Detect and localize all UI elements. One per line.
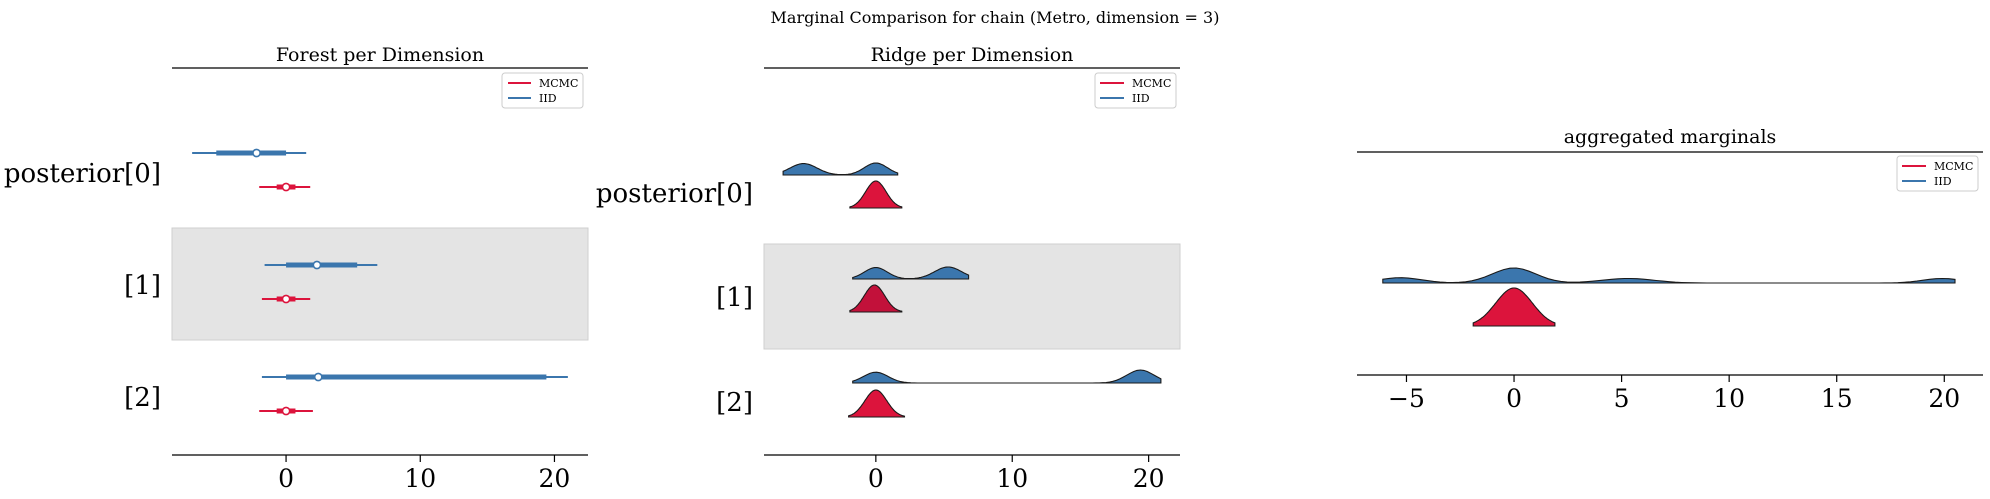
forest-legend: MCMC IID: [501, 72, 584, 109]
forest-marks: [192, 148, 568, 416]
x-tick-label: 0: [278, 464, 294, 493]
aggregated-legend: MCMC IID: [1896, 155, 1979, 192]
iid-aggregated-density: [1382, 267, 1956, 284]
iid-ridge-density: [852, 266, 970, 280]
ridge-legend: MCMC IID: [1094, 72, 1177, 109]
aggregated-panel: aggregated marginals −5 0 5 10 15 20 MCMC IID: [1357, 126, 1983, 413]
legend-frame: [1094, 72, 1177, 109]
row-label: posterior[0]: [4, 159, 161, 189]
mcmc-point-estimate: [281, 294, 291, 304]
x-tick-label: 0: [1506, 384, 1522, 413]
mcmc-ridge-density: [848, 389, 906, 418]
row-label: [1]: [124, 271, 161, 301]
iid-point-estimate: [313, 372, 323, 382]
iid-point-estimate: [252, 148, 261, 158]
figure-suptitle: Marginal Comparison for chain (Metro, di…: [771, 8, 1220, 27]
forest-panel: Forest per Dimension 0 10 20 posterior[0] […: [4, 44, 589, 493]
forest-x-ticks: 0 10 20: [278, 455, 570, 493]
mcmc-aggregated-density: [1472, 287, 1556, 327]
x-tick-label: 20: [539, 464, 571, 493]
iid-point-estimate: [312, 260, 322, 270]
forest-title: Forest per Dimension: [276, 44, 484, 66]
legend-label-mcmc: MCMC: [1132, 77, 1171, 90]
legend-frame: [501, 72, 584, 109]
x-tick-label: 5: [1614, 384, 1630, 413]
row-label: [2]: [716, 388, 753, 418]
aggregated-title: aggregated marginals: [1564, 126, 1777, 148]
legend-label-mcmc: MCMC: [539, 77, 578, 90]
shaded-row-band: [763, 243, 1181, 350]
x-tick-label: 0: [868, 464, 884, 493]
row-label: [2]: [124, 383, 161, 413]
x-tick-label: 10: [1713, 384, 1745, 413]
shaded-row-band: [171, 227, 589, 341]
legend-frame: [1896, 155, 1979, 192]
x-tick-label: 20: [1928, 384, 1960, 413]
ridge-row-labels: posterior[0] [1] [2]: [596, 179, 753, 418]
x-tick-label: 15: [1821, 384, 1853, 413]
x-tick-label: 10: [996, 464, 1028, 493]
row-label: [1]: [716, 283, 753, 313]
legend-label-iid: IID: [539, 92, 557, 105]
forest-row-labels: posterior[0] [1] [2]: [4, 159, 161, 413]
row-label: posterior[0]: [596, 179, 753, 209]
x-tick-label: 10: [404, 464, 436, 493]
legend-label-iid: IID: [1934, 175, 1952, 188]
legend-label-iid: IID: [1132, 92, 1150, 105]
ridge-title: Ridge per Dimension: [871, 44, 1074, 66]
x-tick-label: 20: [1133, 464, 1165, 493]
mcmc-ridge-density: [849, 180, 903, 209]
shaded-row-band: [763, 243, 1181, 350]
aggregated-marks: [1382, 267, 1956, 327]
x-tick-label: −5: [1388, 384, 1425, 413]
ridge-x-ticks: 0 10 20: [868, 455, 1165, 493]
aggregated-x-ticks: −5 0 5 10 15 20: [1388, 375, 1960, 413]
ridge-panel: Ridge per Dimension 0 10 20 posterior[0] [1…: [596, 44, 1181, 493]
iid-ridge-density: [782, 162, 899, 176]
mcmc-ridge-density: [849, 284, 903, 313]
ridge-marks: [782, 162, 1162, 418]
iid-ridge-density: [852, 369, 1162, 384]
mcmc-point-estimate: [281, 182, 291, 192]
legend-label-mcmc: MCMC: [1934, 160, 1973, 173]
shaded-row-band: [171, 227, 589, 341]
mcmc-point-estimate: [281, 406, 291, 416]
